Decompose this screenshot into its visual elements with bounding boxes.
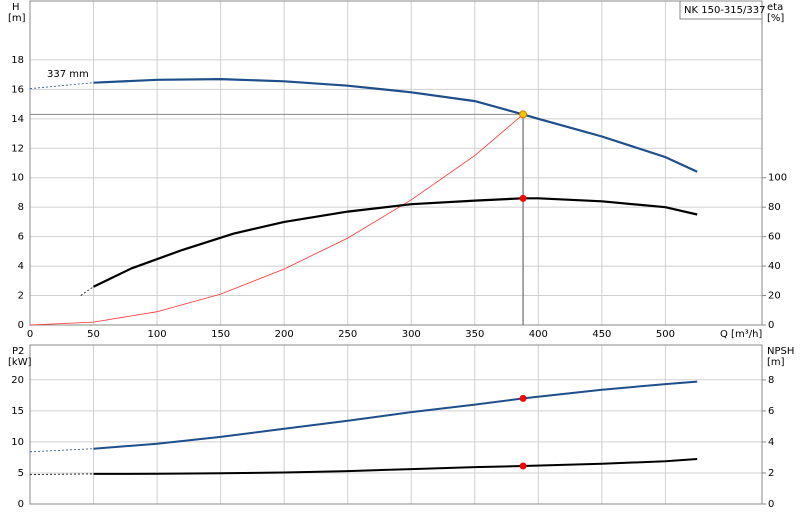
y-tick-label: 2 (18, 291, 24, 302)
curve (93, 380, 698, 450)
y-tick-label: 8 (18, 202, 24, 213)
y2-axis-label: NPSH (767, 346, 794, 357)
x-tick-label: 400 (529, 329, 548, 340)
y-tick-label: 4 (18, 261, 24, 272)
y-axis-label: [kW] (8, 357, 32, 368)
y2-tick-label: 2 (768, 468, 774, 479)
y2-tick-label: 20 (768, 291, 781, 302)
x-tick-label: 150 (211, 329, 230, 340)
x-axis-label: Q [m³/h] (720, 329, 762, 340)
curve-annotation: 337 mm (47, 69, 89, 80)
curve (29, 82, 94, 89)
curve (93, 77, 698, 173)
y2-axis-label: [%] (767, 13, 784, 24)
y-tick-label: 12 (11, 143, 24, 154)
y2-tick-label: 80 (768, 202, 781, 213)
x-tick-label: 450 (592, 329, 611, 340)
y2-tick-label: 0 (768, 499, 774, 510)
x-tick-label: 200 (275, 329, 294, 340)
y-tick-label: 14 (11, 114, 24, 125)
curve (80, 286, 94, 296)
y2-tick-label: 6 (768, 406, 774, 417)
y2-axis-label: eta (767, 2, 783, 13)
y2-tick-label: 60 (768, 232, 781, 243)
operating-point (519, 110, 528, 119)
curve (93, 197, 698, 288)
y-tick-label: 0 (18, 320, 24, 331)
y2-tick-label: 0 (768, 320, 774, 331)
y-axis-label: H (12, 2, 20, 13)
x-tick-label: 50 (87, 329, 100, 340)
model-label: NK 150-315/337 (684, 5, 765, 16)
y-tick-label: 6 (18, 232, 24, 243)
y-tick-label: 10 (11, 173, 24, 184)
x-tick-label: 300 (402, 329, 421, 340)
x-tick-label: 350 (465, 329, 484, 340)
y-tick-label: 15 (11, 406, 24, 417)
y-tick-label: 16 (11, 84, 24, 95)
y-axis-label: P2 (12, 346, 24, 357)
x-tick-label: 500 (656, 329, 675, 340)
y2-axis-label: [m] (767, 357, 785, 368)
curve (29, 448, 94, 453)
curve (93, 458, 698, 475)
operating-point (519, 462, 527, 470)
operating-point (519, 194, 527, 202)
curve (29, 114, 524, 326)
y-tick-label: 0 (18, 499, 24, 510)
y-axis-label: [m] (8, 13, 26, 24)
x-tick-label: 0 (27, 329, 33, 340)
plot-frame (29, 344, 763, 505)
y-tick-label: 10 (11, 437, 24, 448)
y2-tick-label: 8 (768, 375, 774, 386)
y2-tick-label: 4 (768, 437, 774, 448)
y2-tick-label: 40 (768, 261, 781, 272)
x-tick-label: 250 (338, 329, 357, 340)
plot-frame (29, 0, 763, 326)
x-tick-label: 100 (148, 329, 167, 340)
y-tick-label: 20 (11, 375, 24, 386)
y2-tick-label: 100 (768, 173, 787, 184)
curve (29, 473, 94, 475)
y-tick-label: 5 (18, 468, 24, 479)
model-box (679, 0, 763, 20)
y-tick-label: 18 (11, 55, 24, 66)
operating-point (519, 394, 527, 402)
